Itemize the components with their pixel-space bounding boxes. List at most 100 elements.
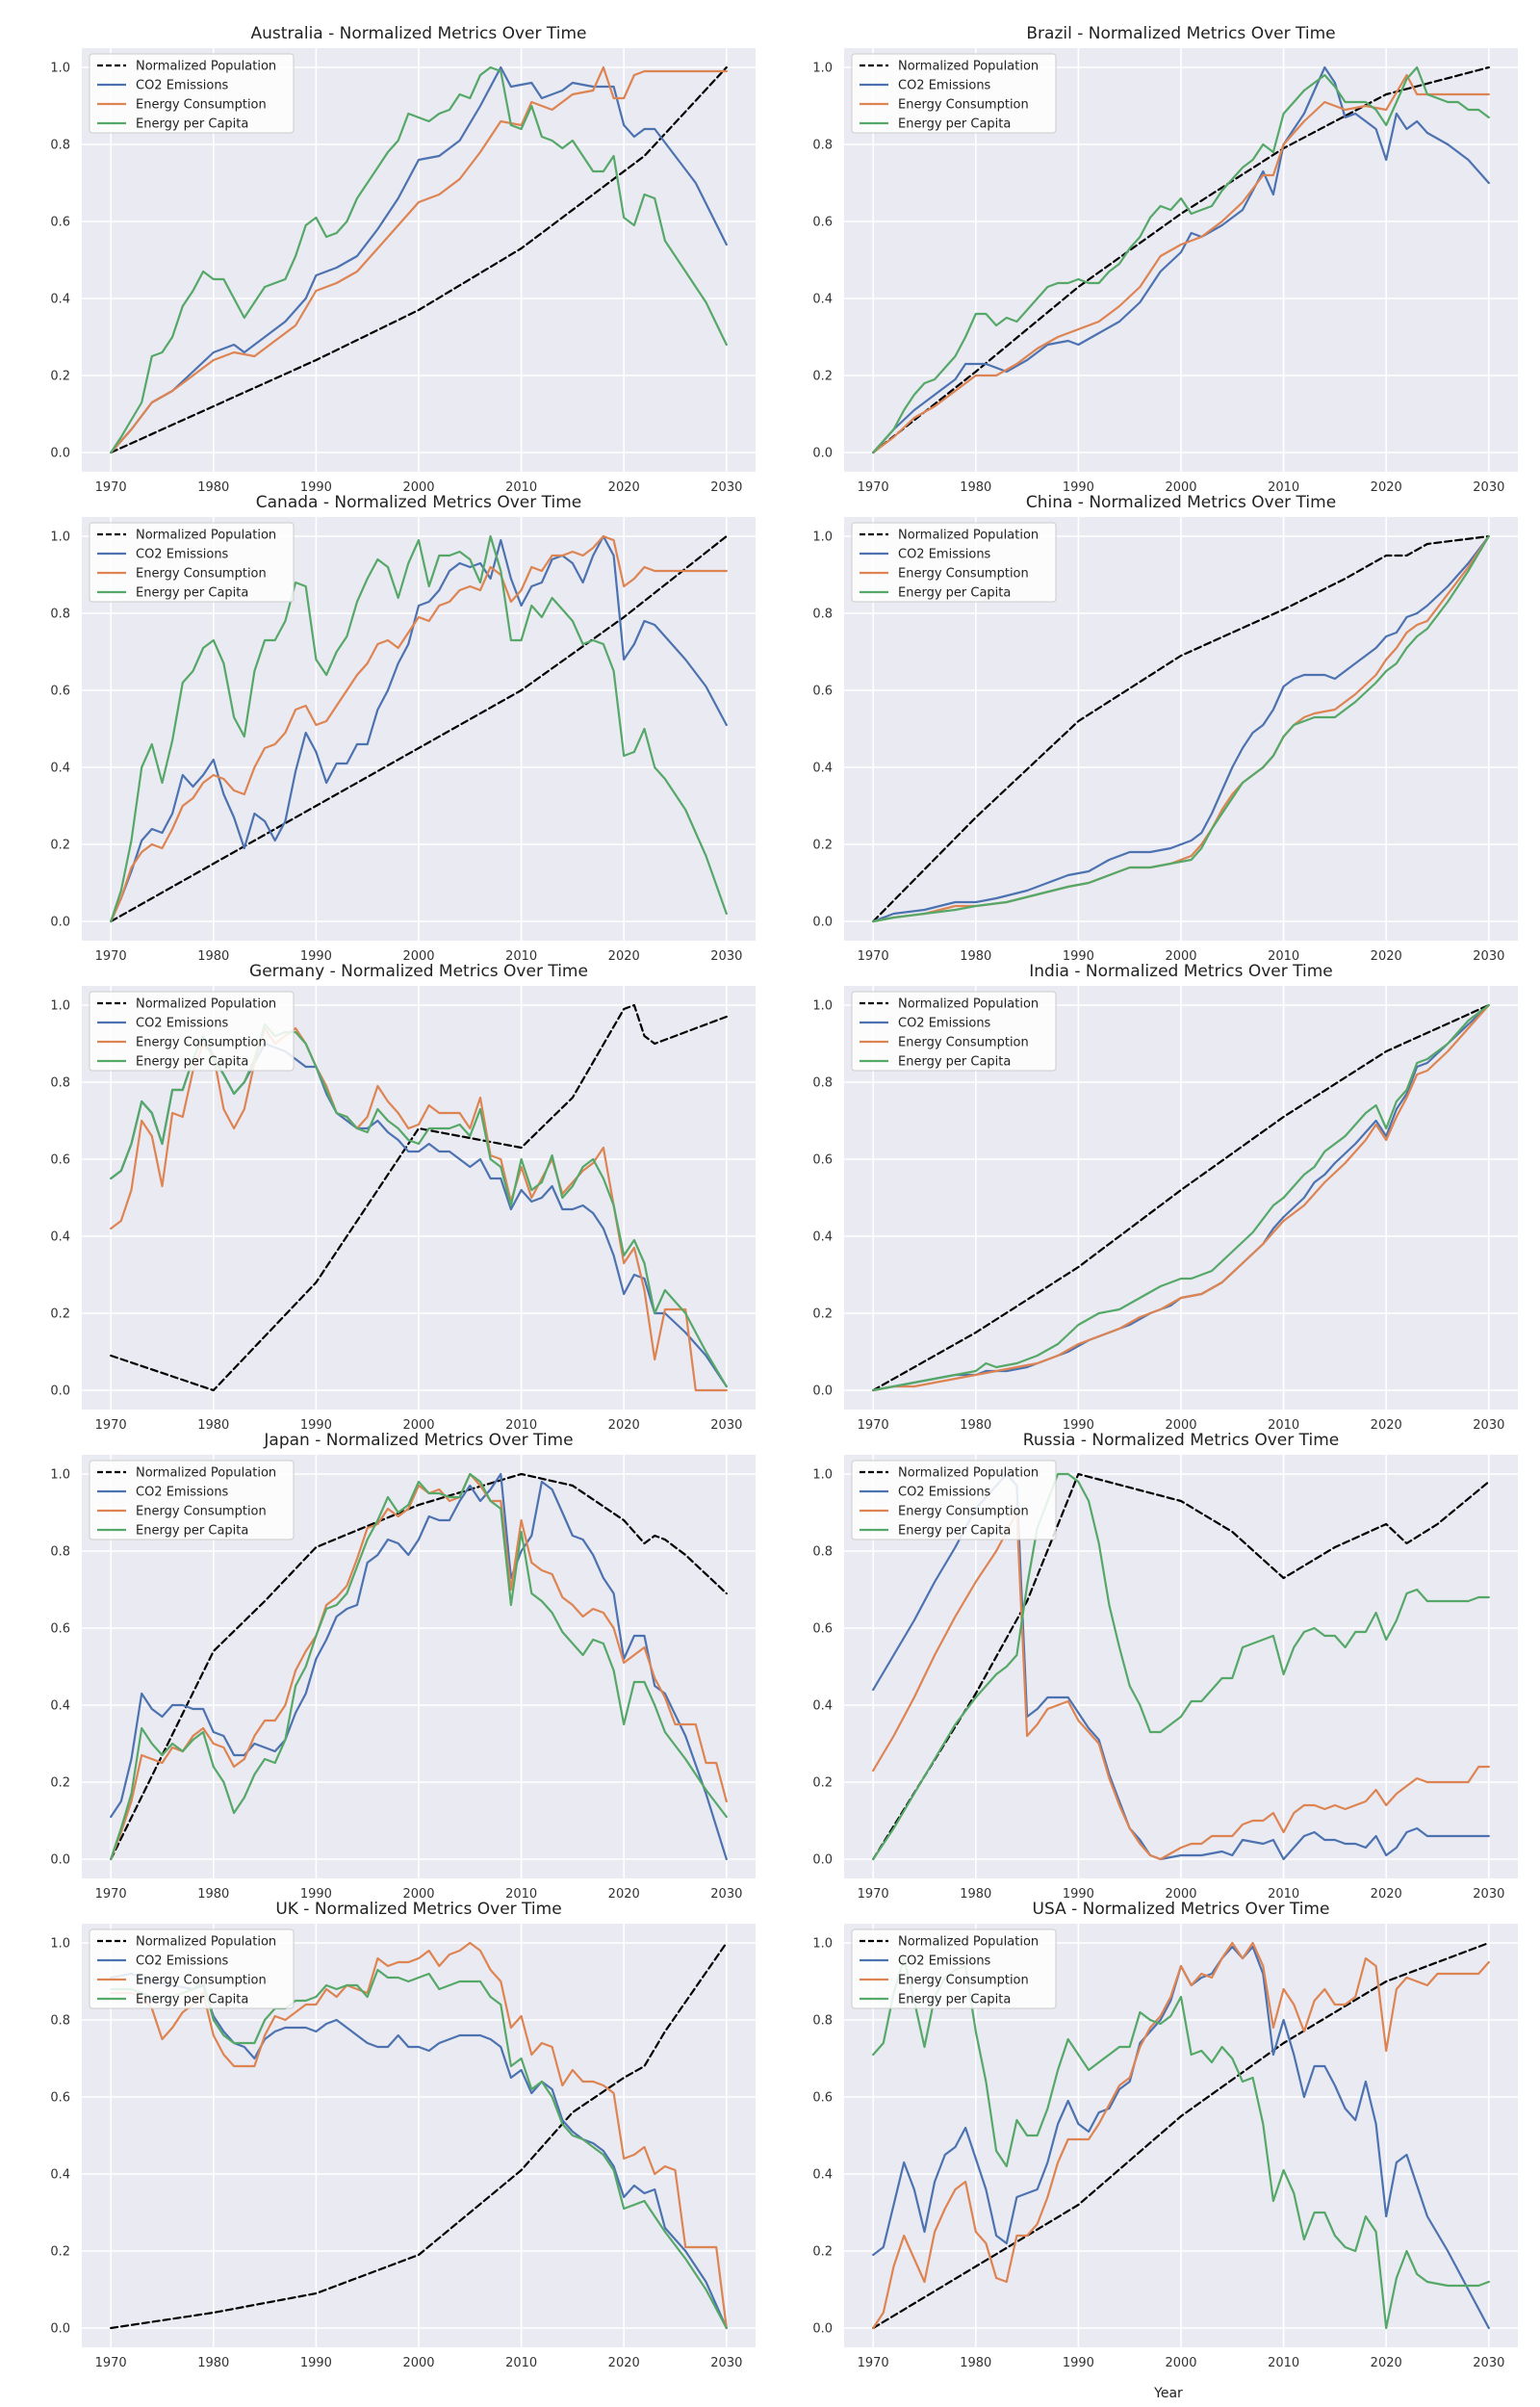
x-tick-label: 1970: [858, 949, 889, 964]
legend-label: CO2 Emissions: [136, 79, 229, 93]
subplot-canada: 1970 1980 1990 2000 2010 2020 2030 0.0 0.2 0.4 0.6…: [50, 493, 756, 964]
series-line-normalized-population: [110, 534, 728, 923]
subplot-title: USA - Normalized Metrics Over Time: [1033, 1900, 1330, 1919]
y-tick-label: 0.4: [50, 293, 70, 307]
x-tick-label: 1970: [858, 480, 889, 495]
series-line-energy-per-capita: [872, 1003, 1490, 1392]
series-line-energy-consumption: [110, 1941, 728, 2330]
series-line-energy-consumption: [872, 1511, 1490, 1861]
legend-label: Energy per Capita: [136, 117, 248, 132]
x-tick-label: 1990: [300, 480, 332, 495]
x-tick-label: 1970: [858, 2356, 889, 2370]
y-tick-label: 1.0: [812, 1468, 833, 1483]
y-tick-label: 0.4: [812, 1230, 833, 1245]
series-line-energy-per-capita: [872, 65, 1490, 454]
x-tick-label: 2010: [1268, 949, 1299, 964]
subplot-germany: 1970 1980 1990 2000 2010 2020 2030 0.0 0.2 0.4 0.6…: [50, 962, 756, 1433]
legend-label: Energy Consumption: [136, 1036, 267, 1050]
subplot-brazil: 1970 1980 1990 2000 2010 2020 2030 0.0 0.2 0.4 0.6…: [812, 24, 1518, 495]
subplot-usa: 1970 1980 1990 2000 2010 2020 2030 0.0 0.2 0.4 0.6…: [812, 1900, 1518, 2370]
y-tick-label: 0.8: [812, 2014, 833, 2029]
legend-label: Normalized Population: [898, 997, 1039, 1012]
legend-label: Normalized Population: [136, 529, 276, 543]
y-tick-label: 0.6: [812, 216, 833, 230]
x-tick-label: 2030: [710, 480, 742, 495]
x-tick-label: 2030: [1473, 2356, 1504, 2370]
legend: [89, 53, 295, 134]
y-tick-label: 0.4: [812, 2168, 833, 2183]
x-tick-label: 2010: [505, 2356, 537, 2370]
y-tick-label: 1.0: [50, 62, 70, 76]
y-tick-label: 0.4: [50, 2168, 70, 2183]
series-line-energy-per-capita: [110, 65, 728, 454]
subplot-india: 1970 1980 1990 2000 2010 2020 2030 0.0 0.2 0.4 0.6…: [812, 962, 1518, 1433]
y-tick-label: 1.0: [50, 1468, 70, 1483]
x-tick-label: 2030: [1473, 1887, 1504, 1902]
x-tick-label: 2000: [402, 2356, 434, 2370]
y-tick-label: 0.6: [50, 685, 70, 699]
x-tick-label: 2030: [1473, 949, 1504, 964]
y-tick-label: 1.0: [812, 1937, 833, 1952]
x-tick-label: 2030: [710, 1418, 742, 1433]
x-tick-label: 2030: [710, 949, 742, 964]
y-tick-label: 0.6: [50, 1153, 70, 1168]
legend-label: Energy Consumption: [898, 1036, 1029, 1050]
x-tick-label: 1980: [960, 2356, 991, 2370]
x-tick-label: 1990: [300, 1418, 332, 1433]
subplot-title: Canada - Normalized Metrics Over Time: [256, 493, 581, 512]
legend-label: Normalized Population: [136, 1935, 276, 1950]
y-tick-label: 0.4: [812, 1699, 833, 1714]
x-tick-label: 2020: [1371, 2356, 1402, 2370]
y-tick-label: 0.8: [50, 2014, 70, 2029]
legend-label: CO2 Emissions: [898, 1954, 991, 1969]
series-line-normalized-population: [872, 65, 1490, 454]
subplot-russia: 1970 1980 1990 2000 2010 2020 2030 0.0 0.2 0.4 0.6…: [812, 1431, 1518, 1902]
y-tick-label: 0.4: [50, 1699, 70, 1714]
x-tick-label: 1980: [197, 480, 229, 495]
series-line-co2-emissions: [872, 65, 1490, 454]
legend-label: Energy Consumption: [898, 1505, 1029, 1519]
y-tick-label: 1.0: [50, 1937, 70, 1952]
x-tick-label: 2000: [402, 1418, 434, 1433]
legend-label: Energy Consumption: [136, 1974, 267, 1988]
y-tick-label: 0.4: [50, 762, 70, 776]
y-tick-label: 0.0: [50, 1853, 70, 1868]
x-tick-label: 2000: [1165, 1887, 1196, 1902]
x-tick-label: 2010: [505, 1418, 537, 1433]
legend-label: Energy per Capita: [898, 1055, 1011, 1070]
x-tick-label: 2020: [1371, 480, 1402, 495]
x-tick-label: 1970: [858, 1887, 889, 1902]
subplot-title: Brazil - Normalized Metrics Over Time: [1026, 24, 1335, 43]
x-tick-label: 1990: [300, 2356, 332, 2370]
x-tick-label: 1980: [960, 1887, 991, 1902]
x-tick-label: 2020: [608, 949, 640, 964]
y-tick-label: 0.8: [812, 1076, 833, 1091]
y-tick-label: 0.2: [812, 1307, 833, 1322]
x-tick-label: 2000: [1165, 480, 1196, 495]
legend-label: Energy Consumption: [136, 567, 267, 582]
legend-label: Energy Consumption: [898, 567, 1029, 582]
y-tick-label: 0.4: [50, 1230, 70, 1245]
subplot-title: China - Normalized Metrics Over Time: [1026, 493, 1336, 512]
y-tick-label: 0.2: [50, 839, 70, 853]
series-line-energy-consumption: [872, 1941, 1490, 2330]
y-tick-label: 0.0: [50, 447, 70, 461]
series-line-co2-emissions: [110, 1972, 728, 2330]
x-tick-label: 2000: [1165, 2356, 1196, 2370]
x-tick-label: 2020: [608, 1418, 640, 1433]
x-tick-label: 1990: [300, 1887, 332, 1902]
series-line-energy-per-capita: [110, 534, 728, 923]
y-tick-label: 0.8: [812, 608, 833, 622]
y-tick-label: 0.0: [50, 1385, 70, 1399]
legend-label: Energy per Capita: [136, 1055, 248, 1070]
x-tick-label: 2020: [1371, 949, 1402, 964]
x-tick-label: 1990: [1063, 2356, 1094, 2370]
y-tick-label: 0.2: [50, 1776, 70, 1791]
y-tick-label: 0.8: [50, 608, 70, 622]
y-tick-label: 0.8: [50, 139, 70, 153]
y-tick-label: 1.0: [812, 531, 833, 545]
subplot-title: Germany - Normalized Metrics Over Time: [249, 962, 588, 981]
legend-label: CO2 Emissions: [136, 1954, 229, 1969]
series-line-co2-emissions: [872, 1945, 1490, 2330]
